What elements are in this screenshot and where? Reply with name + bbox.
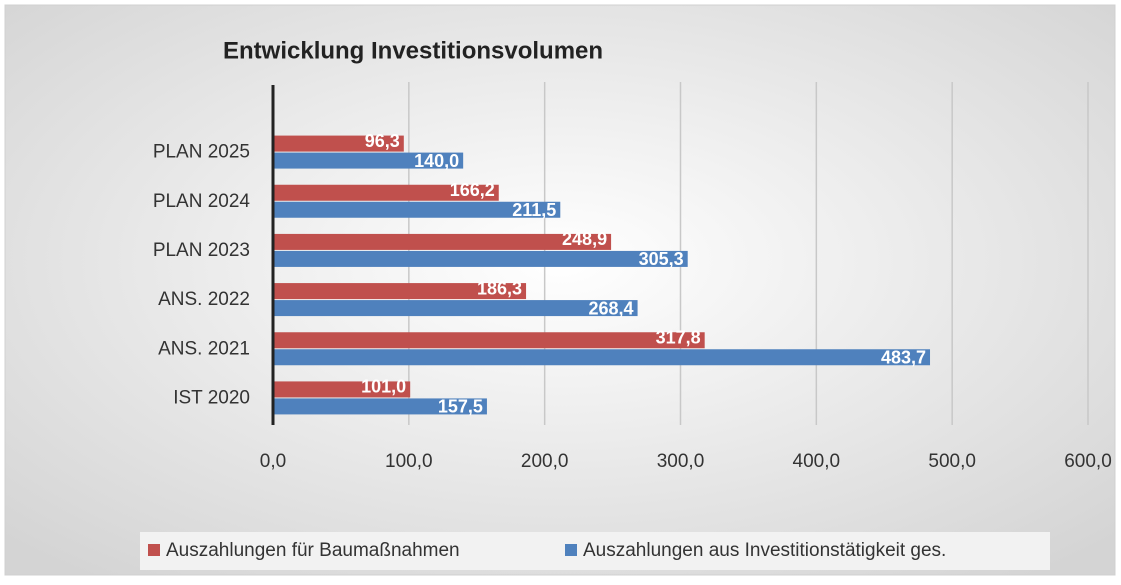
chart-background [4, 4, 1116, 576]
x-tick-label: 500,0 [928, 451, 976, 472]
x-tick-label: 300,0 [657, 451, 705, 472]
y-tick-label: PLAN 2025 [153, 142, 250, 163]
legend-swatch [148, 544, 160, 556]
bar [273, 349, 931, 366]
data-label: 157,5 [438, 397, 483, 417]
bar [273, 201, 561, 218]
bar [273, 283, 527, 300]
y-tick-label: ANS. 2022 [158, 289, 250, 310]
data-label: 248,9 [562, 229, 607, 249]
data-label: 96,3 [365, 131, 400, 151]
bar [273, 332, 705, 349]
x-tick-label: 600,0 [1064, 451, 1112, 472]
y-tick-label: PLAN 2024 [153, 191, 251, 212]
bar [273, 184, 499, 201]
bar [273, 398, 487, 415]
bar [273, 135, 404, 152]
data-label: 186,3 [477, 278, 522, 298]
x-tick-label: 0,0 [260, 451, 286, 472]
legend-label: Auszahlungen aus Investitionstätigkeit g… [583, 540, 946, 561]
data-label: 483,7 [881, 348, 926, 368]
legend-box [140, 532, 1050, 570]
data-label: 305,3 [639, 249, 684, 269]
bar [273, 381, 411, 398]
data-label: 268,4 [589, 298, 634, 318]
chart-title: Entwicklung Investitionsvolumen [223, 37, 603, 64]
data-label: 317,8 [656, 328, 701, 348]
bar [273, 152, 464, 169]
legend-label: Auszahlungen für Baumaßnahmen [166, 540, 460, 561]
data-label: 211,5 [512, 200, 556, 220]
legend-swatch [565, 544, 577, 556]
x-tick-label: 100,0 [385, 451, 433, 472]
x-tick-label: 400,0 [793, 451, 841, 472]
data-label: 140,0 [414, 151, 459, 171]
y-tick-label: IST 2020 [173, 387, 250, 408]
y-tick-label: ANS. 2021 [158, 338, 250, 359]
x-tick-label: 200,0 [521, 451, 569, 472]
data-label: 101,0 [361, 377, 406, 397]
bar [273, 250, 688, 267]
y-tick-label: PLAN 2023 [153, 240, 250, 261]
bar [273, 300, 638, 317]
data-label: 166,2 [450, 180, 495, 200]
bar [273, 233, 612, 250]
